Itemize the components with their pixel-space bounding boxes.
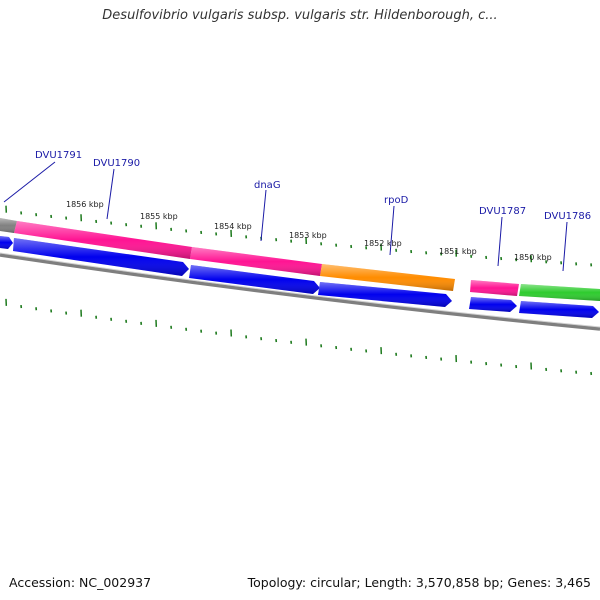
kbp-label: 1854 kbp [214, 222, 252, 231]
gene-label-dvu1786[interactable]: DVU1786 [544, 211, 591, 222]
gene-labels [3, 161, 568, 272]
feature-track [0, 218, 600, 301]
kbp-label: 1850 kbp [514, 253, 552, 262]
kbp-label: 1851 kbp [439, 247, 477, 256]
leader-line [260, 189, 267, 242]
gene-label-dvu1790[interactable]: DVU1790 [93, 158, 140, 169]
kbp-label: 1856 kbp [66, 200, 104, 209]
kbp-label: 1853 kbp [289, 231, 327, 240]
leader-line [562, 221, 568, 272]
cds-track [0, 236, 599, 318]
feature-shading [0, 218, 600, 301]
genome-backbone-highlight [0, 252, 600, 328]
gene-label-rpod[interactable]: rpoD [384, 195, 409, 206]
kbp-label: 1852 kbp [364, 239, 402, 248]
inner-tick-ring [5, 298, 593, 376]
gene-label-dvu1791[interactable]: DVU1791 [35, 150, 82, 161]
kbp-labels: 1856 kbp 1855 kbp 1854 kbp 1853 kbp 1852… [66, 200, 552, 262]
outer-tick-ring [5, 205, 593, 267]
leader-line [497, 216, 503, 267]
topology-summary: Topology: circular; Length: 3,570,858 bp… [247, 575, 591, 590]
genome-backbone [0, 253, 600, 331]
leader-line [3, 161, 56, 203]
gene-label-dvu1787[interactable]: DVU1787 [479, 206, 526, 217]
leader-line [389, 205, 395, 256]
leader-line [106, 168, 115, 220]
kbp-label: 1855 kbp [140, 212, 178, 221]
map-title: Desulfovibrio vulgaris subsp. vulgaris s… [102, 8, 498, 23]
accession-label: Accession: NC_002937 [9, 575, 152, 590]
gene-label-dnag[interactable]: dnaG [254, 180, 281, 191]
